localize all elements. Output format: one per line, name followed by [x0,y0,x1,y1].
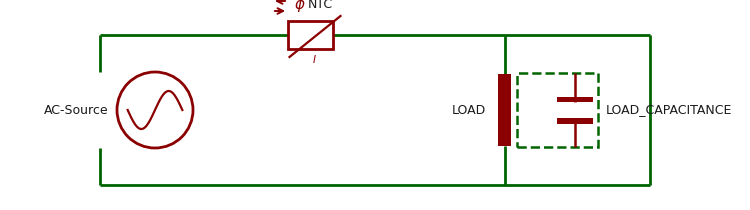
Bar [499,74,512,146]
Text: LOAD_CAPACITANCE: LOAD_CAPACITANCE [606,104,732,117]
Text: LOAD: LOAD [452,104,487,117]
Text: $\phi$: $\phi$ [294,0,306,13]
Bar [557,118,593,123]
Text: AC-Source: AC-Source [44,104,109,117]
Text: I: I [313,55,316,65]
Bar [557,97,593,102]
Text: NTC: NTC [308,0,333,10]
Bar [287,21,332,49]
Bar [517,73,598,147]
